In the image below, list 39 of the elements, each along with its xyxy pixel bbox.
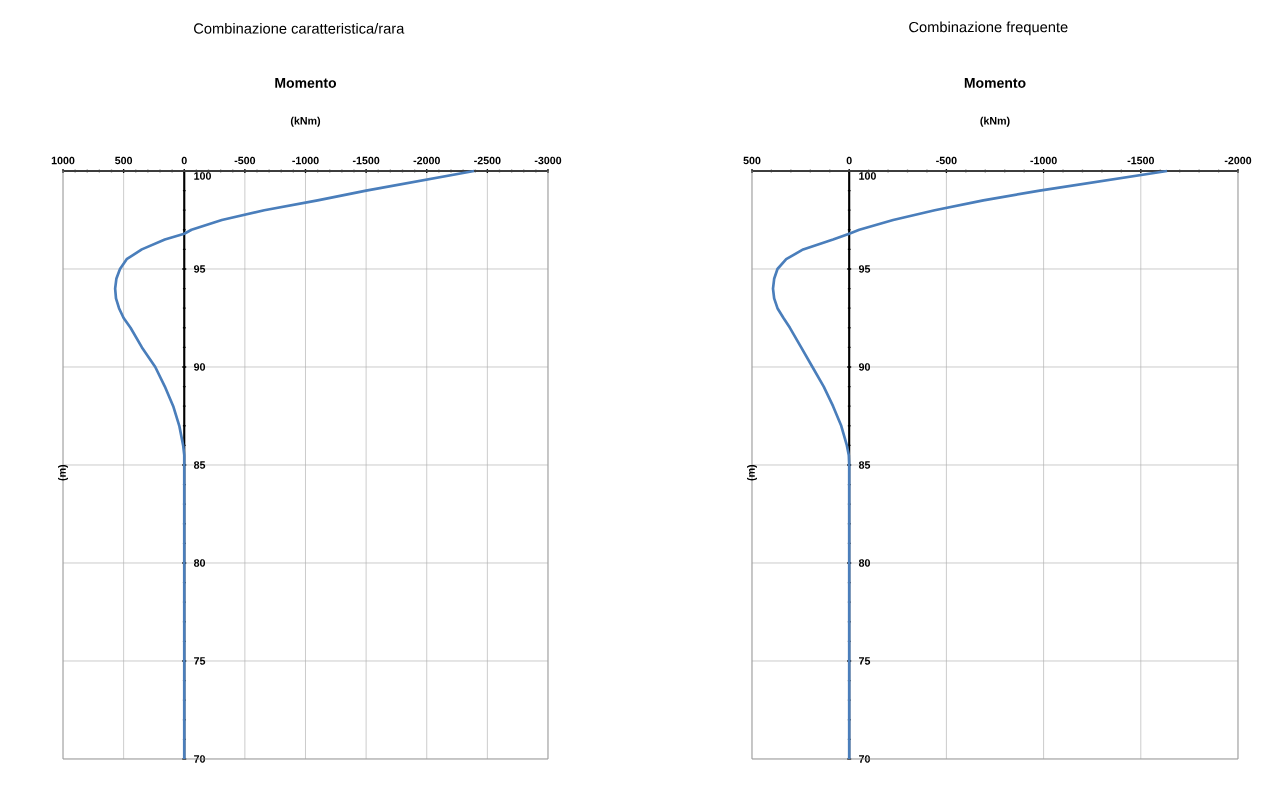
chart-title: Combinazione frequente	[909, 21, 1068, 36]
x-tick-label: 1000	[51, 156, 75, 165]
x-axis-title: (kNm)	[980, 116, 1010, 127]
y-tick-label: 100	[859, 172, 876, 180]
x-tick-label: 500	[115, 156, 133, 165]
chart-subtitle: Momento	[275, 78, 337, 88]
x-tick-label: 0	[181, 156, 187, 165]
x-tick-label: -1500	[1127, 156, 1154, 165]
x-tick-label: -2000	[1224, 156, 1252, 165]
x-tick-label: -2500	[474, 156, 501, 165]
x-tick-label: -1000	[292, 156, 319, 165]
x-tick-label: 500	[743, 156, 761, 165]
chart-subtitle: Momento	[964, 78, 1026, 88]
x-tick-label: -1500	[352, 156, 380, 165]
line-series	[771, 169, 1169, 761]
y-axis-title: (m)	[747, 464, 757, 481]
y-tick-label: 85	[193, 461, 206, 469]
x-axis-title: (kNm)	[290, 116, 321, 127]
y-tick-label: 90	[858, 363, 871, 371]
y-tick-label: 100	[194, 172, 211, 180]
x-tick-label: -500	[234, 156, 256, 165]
y-axis-title: (m)	[58, 464, 68, 481]
line-series	[113, 169, 476, 761]
x-tick-label: -3000	[534, 156, 562, 165]
y-tick-label: 70	[859, 755, 871, 763]
y-tick-label: 95	[194, 265, 206, 273]
chart-title: Combinazione caratteristica/rara	[194, 22, 405, 34]
y-tick-label: 95	[858, 265, 871, 273]
y-tick-label: 75	[859, 657, 871, 665]
y-tick-label: 90	[194, 363, 206, 371]
y-tick-label: 80	[858, 559, 871, 567]
y-tick-label: 85	[858, 461, 871, 469]
y-tick-label: 75	[194, 657, 206, 665]
x-tick-label: -500	[936, 156, 957, 165]
x-tick-label: -2000	[413, 156, 440, 165]
x-tick-label: 0	[846, 156, 852, 165]
y-tick-label: 70	[194, 755, 206, 763]
y-tick-label: 80	[193, 559, 206, 567]
x-tick-label: -1000	[1030, 156, 1057, 165]
